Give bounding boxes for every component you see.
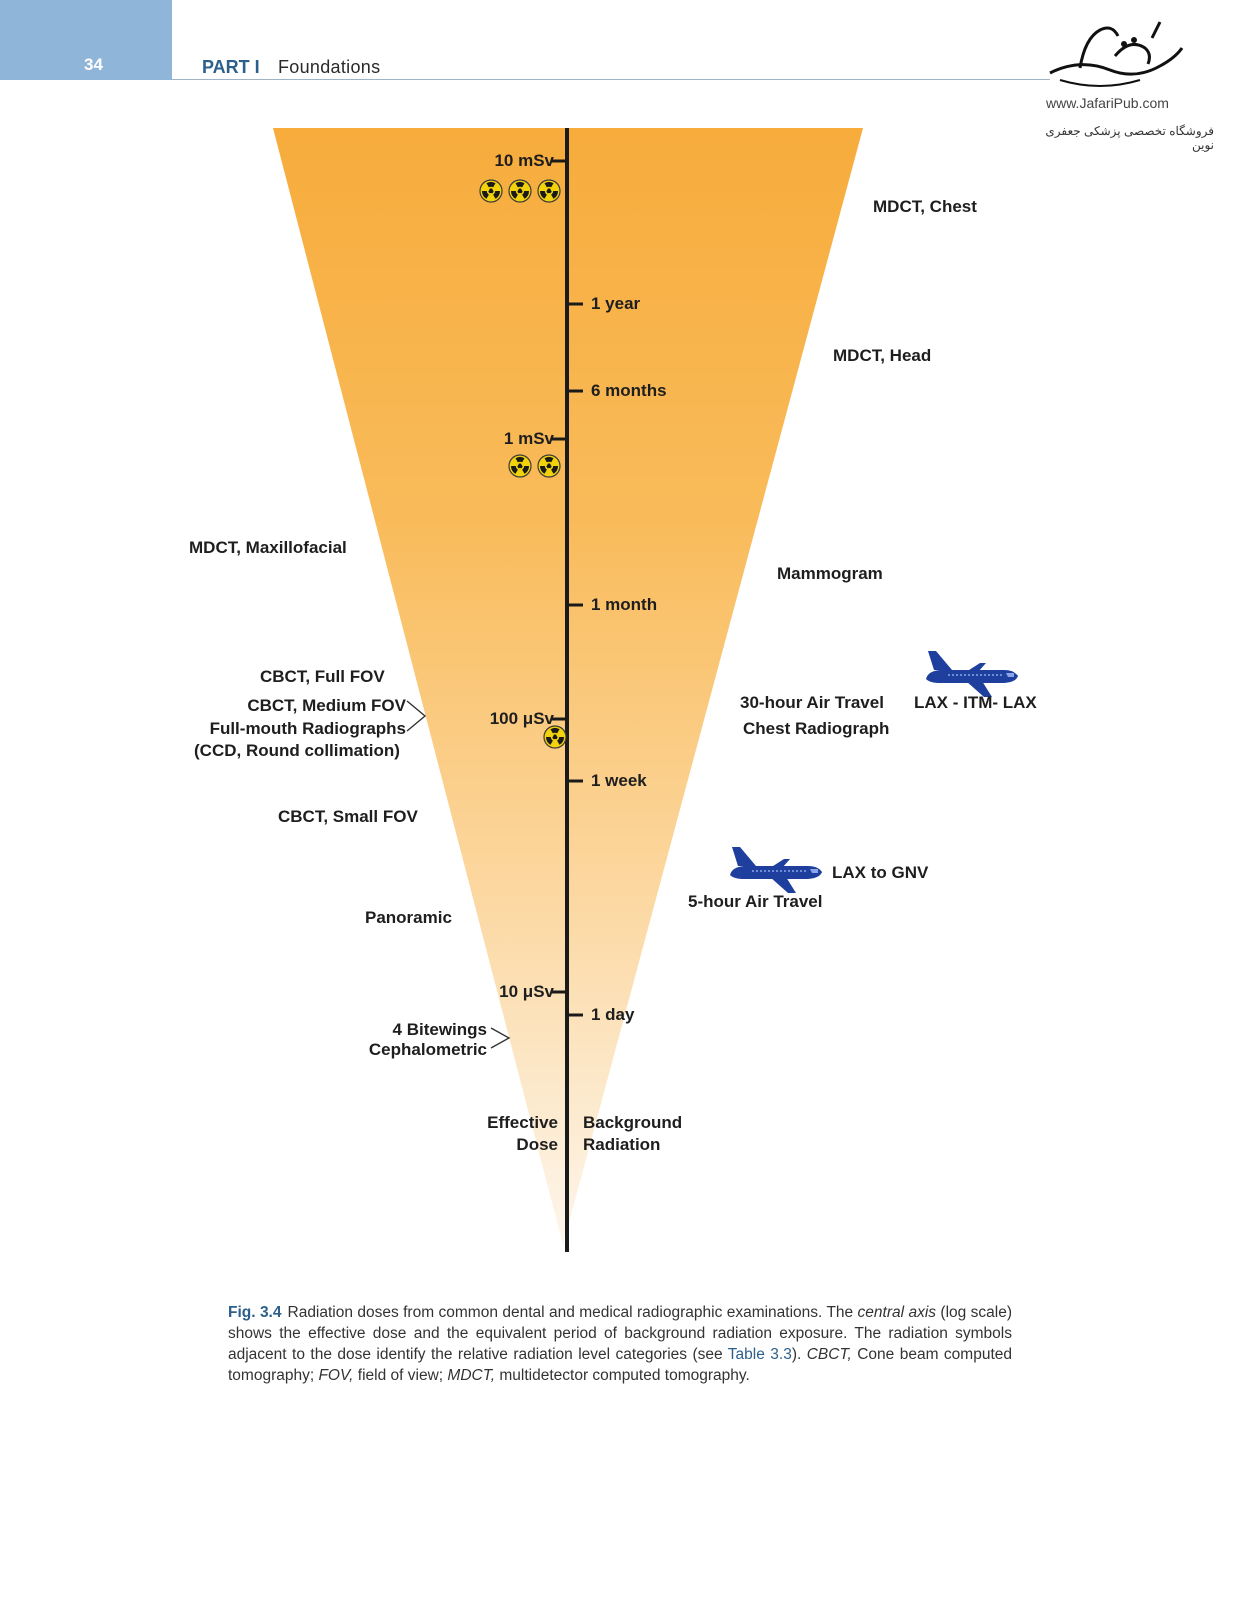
airplane-icon <box>729 846 823 894</box>
dose-label-10usv: 10 μSv <box>499 982 554 1001</box>
axis-title-dose: Dose <box>516 1135 558 1154</box>
exam-mdct-maxillofacial: MDCT, Maxillofacial <box>189 538 347 557</box>
exam-full-mouth: Full-mouth Radiographs <box>209 719 406 738</box>
page-number: 34 <box>84 55 103 74</box>
figure-caption: Fig. 3.4 Radiation doses from common dent… <box>228 1302 1012 1386</box>
radiation-symbol-icon <box>537 179 561 203</box>
dose-label-10msv: 10 mSv <box>494 151 554 170</box>
group-chevron-icon <box>406 700 427 732</box>
exam-5-hour-air-travel: 5-hour Air Travel <box>688 892 823 911</box>
dose-label-100usv: 100 μSv <box>489 709 554 728</box>
publisher-logo <box>1049 21 1184 87</box>
time-label-1-day: 1 day <box>591 1005 635 1024</box>
axis-title-radiation: Radiation <box>583 1135 661 1154</box>
caption-text: multidetector computed tomography. <box>495 1367 750 1384</box>
part-title: Foundations <box>278 57 381 77</box>
figure-label: Fig. 3.4 <box>228 1304 282 1321</box>
exam-mdct-chest: MDCT, Chest <box>873 197 977 216</box>
exam-panoramic: Panoramic <box>365 908 452 927</box>
exam-cbct-medium-fov: CBCT, Medium FOV <box>247 696 406 715</box>
caption-term: FOV, <box>318 1367 354 1384</box>
time-label-1-year: 1 year <box>591 294 641 313</box>
exam-mdct-head: MDCT, Head <box>833 346 932 365</box>
exam-cephalometric: Cephalometric <box>368 1040 487 1059</box>
caption-text: Radiation doses from common dental and m… <box>287 1304 858 1321</box>
caption-text: Cone beam computed tomography; <box>228 1346 1013 1384</box>
dose-label-1msv: 1 mSv <box>503 429 554 448</box>
radiation-dose-figure <box>273 128 1019 1252</box>
exam-mammogram: Mammogram <box>777 564 883 583</box>
table-reference-link[interactable]: Table 3.3 <box>727 1346 792 1363</box>
airplane-icon <box>925 650 1019 698</box>
radiation-symbol-icon <box>508 454 532 478</box>
radiation-symbol-icon <box>479 179 503 203</box>
radiation-symbol-icon <box>537 454 561 478</box>
flight-lax-to-gnv: LAX to GNV <box>832 863 929 882</box>
group-chevron-icon <box>490 1027 511 1049</box>
caption-term: CBCT, <box>806 1346 852 1363</box>
time-label-1-week: 1 week <box>591 771 647 790</box>
radiation-symbol-icon <box>508 179 532 203</box>
time-label-1-month: 1 month <box>591 595 658 614</box>
page-number-block <box>0 0 172 80</box>
exam-chest-radiograph: Chest Radiograph <box>743 719 890 738</box>
axis-title-background: Background <box>583 1113 683 1132</box>
exam-30-hour-air-travel: 30-hour Air Travel <box>740 693 884 712</box>
time-label-6-months: 6 months <box>591 381 667 400</box>
axis-title-effective: Effective <box>487 1113 558 1132</box>
flight-lax-itm-lax: LAX - ITM- LAX <box>914 693 1037 712</box>
header-rule <box>172 79 1050 80</box>
publisher-name: فروشگاه تخصصی پزشکی جعفری نوین <box>1045 124 1214 152</box>
exam-cbct-full-fov: CBCT, Full FOV <box>260 667 385 686</box>
exam-cbct-small-fov: CBCT, Small FOV <box>278 807 418 826</box>
part-label: PART I <box>202 57 260 77</box>
caption-term: MDCT, <box>447 1367 496 1384</box>
radiation-symbol-icon <box>543 725 567 749</box>
caption-text: field of view; <box>353 1367 448 1384</box>
publisher-url: www.JafariPub.com <box>1046 95 1169 111</box>
caption-text: ). <box>791 1346 807 1363</box>
caption-term: central axis <box>857 1304 937 1321</box>
caption-text: (log scale) shows the effective dose and… <box>228 1304 1013 1363</box>
exam-full-mouth-note: (CCD, Round collimation) <box>194 741 400 760</box>
exam-4-bitewings: 4 Bitewings <box>392 1020 487 1039</box>
